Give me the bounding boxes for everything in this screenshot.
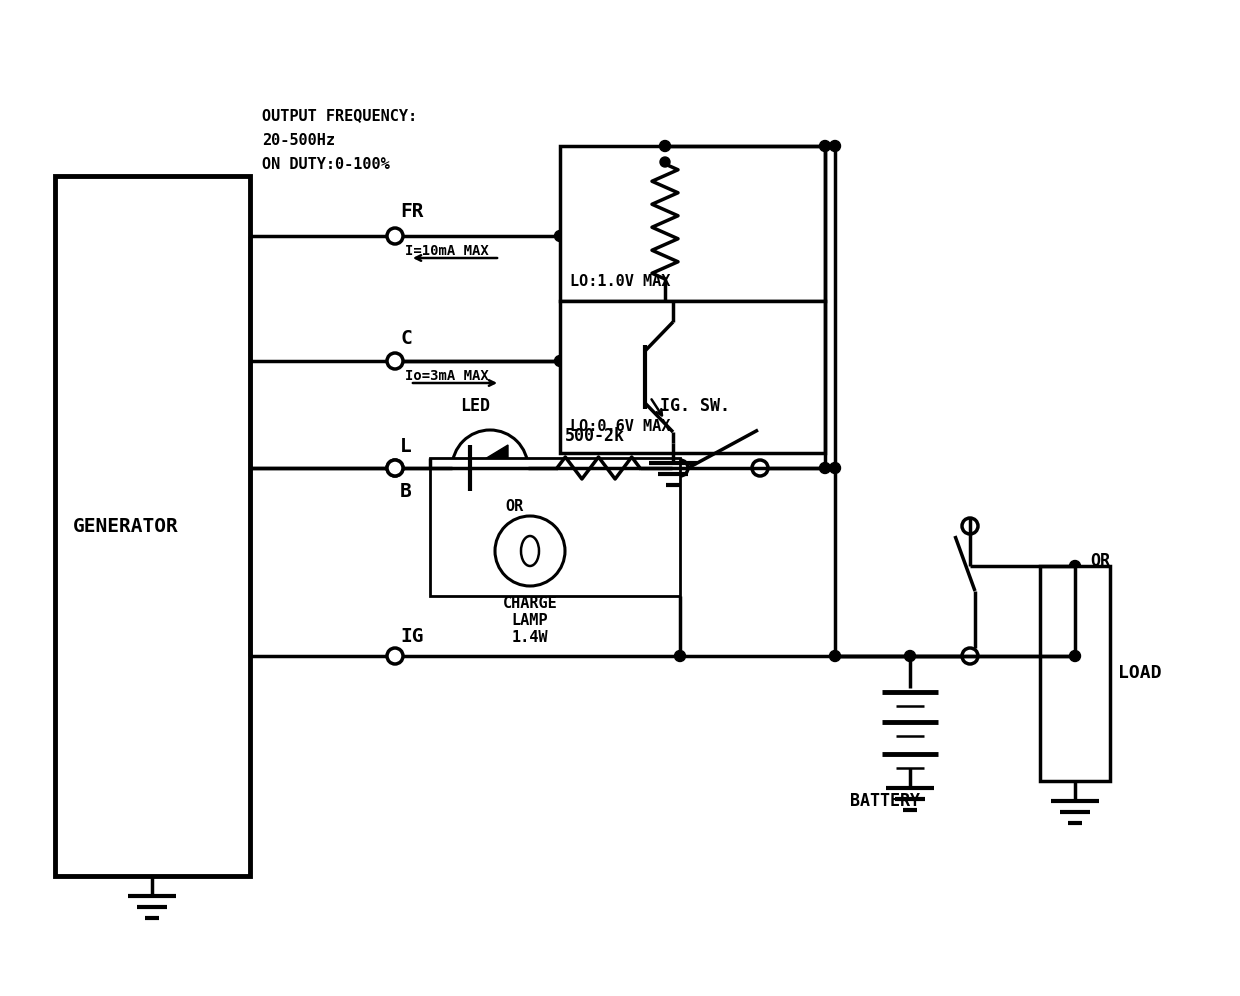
Text: ON DUTY:0-100%: ON DUTY:0-100% — [262, 156, 389, 171]
Text: 1.4W: 1.4W — [512, 630, 548, 645]
Circle shape — [387, 460, 403, 476]
Circle shape — [962, 518, 978, 534]
Bar — [560, 146, 825, 301]
Circle shape — [820, 140, 831, 151]
Circle shape — [751, 460, 768, 476]
Text: FR: FR — [401, 201, 424, 220]
Circle shape — [675, 650, 686, 661]
Text: I=10mA MAX: I=10mA MAX — [405, 244, 489, 258]
Text: LO:0.6V MAX: LO:0.6V MAX — [570, 418, 671, 433]
Text: GENERATOR: GENERATOR — [73, 517, 179, 536]
Text: OUTPUT FREQUENCY:: OUTPUT FREQUENCY: — [262, 109, 417, 124]
Bar — [55, 176, 250, 876]
Circle shape — [554, 230, 565, 241]
Circle shape — [830, 140, 841, 151]
Text: CHARGE: CHARGE — [502, 596, 557, 611]
Circle shape — [387, 648, 403, 664]
Circle shape — [453, 430, 528, 506]
Polygon shape — [470, 445, 508, 491]
Circle shape — [830, 462, 841, 473]
Text: L: L — [401, 436, 412, 455]
Circle shape — [495, 516, 565, 586]
Circle shape — [387, 460, 403, 476]
Text: B: B — [401, 481, 412, 501]
Bar — [560, 301, 825, 453]
Text: BATTERY: BATTERY — [849, 792, 920, 810]
Circle shape — [554, 356, 565, 367]
Text: LOAD: LOAD — [1118, 664, 1162, 682]
Text: LO:1.0V MAX: LO:1.0V MAX — [570, 274, 671, 289]
Circle shape — [820, 462, 831, 473]
Circle shape — [830, 650, 841, 661]
Circle shape — [962, 648, 978, 664]
Text: LAMP: LAMP — [512, 613, 548, 628]
Bar — [1040, 566, 1110, 781]
Circle shape — [387, 228, 403, 244]
Text: OR: OR — [1090, 552, 1110, 570]
Circle shape — [904, 650, 915, 661]
Circle shape — [387, 353, 403, 369]
Text: Io=3mA MAX: Io=3mA MAX — [405, 369, 489, 383]
Text: C: C — [401, 329, 412, 348]
Circle shape — [660, 157, 670, 167]
Text: IG: IG — [401, 626, 424, 645]
Circle shape — [1069, 561, 1080, 572]
Text: LED: LED — [460, 397, 490, 415]
Circle shape — [660, 140, 671, 151]
Text: IG. SW.: IG. SW. — [660, 397, 730, 415]
Text: 20-500Hz: 20-500Hz — [262, 132, 335, 147]
Text: OR: OR — [506, 499, 525, 514]
Circle shape — [672, 460, 688, 476]
Circle shape — [1069, 650, 1080, 661]
Text: 500-2k: 500-2k — [565, 427, 625, 445]
Bar — [430, 458, 680, 596]
